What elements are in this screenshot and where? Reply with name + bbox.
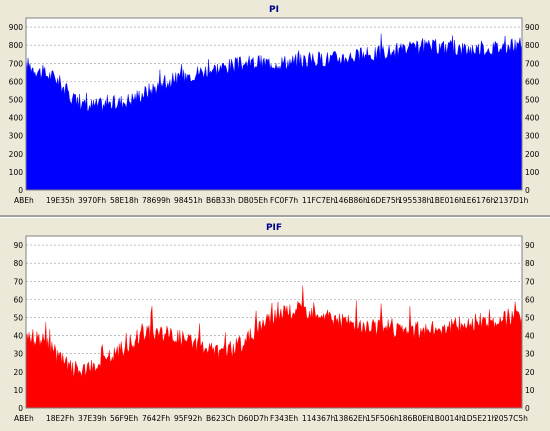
y-tick-label-right: 400 <box>525 114 540 123</box>
x-tick-label: 95F92h <box>174 414 202 423</box>
y-tick-label: 500 <box>9 95 24 104</box>
chart-title: PIF <box>266 223 282 233</box>
y-tick-label-right: 80 <box>525 259 535 268</box>
y-tick-label: 900 <box>9 23 24 32</box>
data-area <box>25 285 523 409</box>
y-tick-label-right: 20 <box>525 368 535 377</box>
x-tick-label: 78699h <box>142 196 171 205</box>
x-tick-label: ABEh <box>14 414 34 423</box>
y-tick-label: 100 <box>9 168 24 177</box>
y-tick-label-right: 300 <box>525 132 540 141</box>
y-tick-label: 50 <box>13 313 23 322</box>
y-tick-label-right: 10 <box>525 386 535 395</box>
x-tick-label: FC0F7h <box>270 196 298 205</box>
x-tick-label: 1E6176h <box>462 196 496 205</box>
y-tick-label: 60 <box>13 295 23 304</box>
y-tick-label: 600 <box>9 77 24 86</box>
chart-pif: PIF 0 0 10 10 20 20 30 30 40 40 50 50 60 60 70 70 80 80 90 9… <box>13 223 535 423</box>
y-tick-label: 40 <box>13 332 23 341</box>
chart-title: PI <box>269 5 279 15</box>
chart-divider[interactable] <box>0 215 550 218</box>
y-tick-label: 20 <box>13 368 23 377</box>
y-tick-label-right: 0 <box>525 186 530 195</box>
x-tick-label: 56F9Eh <box>110 414 138 423</box>
x-tick-label: 195538h <box>398 196 432 205</box>
y-tick-label-right: 700 <box>525 59 540 68</box>
x-tick-label: 1BE016h <box>430 196 464 205</box>
x-tick-label: 186B0Eh <box>398 414 432 423</box>
x-tick-label: 2137D1h <box>494 196 529 205</box>
x-tick-label: 7642Fh <box>142 414 170 423</box>
x-tick-label: F343Eh <box>270 414 298 423</box>
y-tick-label: 30 <box>13 350 23 359</box>
y-tick-label: 700 <box>9 59 24 68</box>
plot-border <box>25 17 523 191</box>
x-tick-label: 114367h <box>302 414 336 423</box>
x-tick-label: 19E35h <box>46 196 75 205</box>
x-tick-label: 37E39h <box>78 414 107 423</box>
x-tick-label: 98451h <box>174 196 203 205</box>
x-tick-label: 58E18h <box>110 196 139 205</box>
chart-pi: PI 0 0 100 100 200 200 300 300 400 400 500 500 600 600… <box>9 5 540 205</box>
y-tick-label-right: 30 <box>525 350 535 359</box>
y-tick-label-right: 60 <box>525 295 535 304</box>
x-tick-label: 13862Eh <box>334 414 368 423</box>
x-tick-label: D60D7h <box>238 414 269 423</box>
y-tick-label-right: 600 <box>525 77 540 86</box>
x-tick-label: DB05Eh <box>238 196 268 205</box>
y-tick-label-right: 500 <box>525 95 540 104</box>
x-tick-label: 15F506h <box>366 414 399 423</box>
y-tick-label-right: 200 <box>525 150 540 159</box>
x-tick-label: ABEh <box>14 196 34 205</box>
x-tick-label: 1D5E21h <box>462 414 497 423</box>
plot-border <box>25 235 523 409</box>
y-tick-label: 0 <box>18 404 23 413</box>
y-tick-label: 80 <box>13 259 23 268</box>
y-tick-label: 70 <box>13 277 23 286</box>
x-tick-label: 2057C5h <box>494 414 528 423</box>
y-tick-label: 0 <box>18 186 23 195</box>
y-tick-label-right: 40 <box>525 332 535 341</box>
y-tick-label-right: 900 <box>525 23 540 32</box>
x-tick-label: 3970Fh <box>78 196 106 205</box>
y-tick-label: 800 <box>9 41 24 50</box>
x-tick-label: B623Ch <box>206 414 236 423</box>
y-tick-label-right: 70 <box>525 277 535 286</box>
y-tick-label-right: 0 <box>525 404 530 413</box>
y-tick-label-right: 800 <box>525 41 540 50</box>
y-tick-label-right: 50 <box>525 313 535 322</box>
y-tick-label: 300 <box>9 132 24 141</box>
y-tick-label-right: 100 <box>525 168 540 177</box>
x-tick-label: 18E2Fh <box>46 414 74 423</box>
y-tick-label: 200 <box>9 150 24 159</box>
x-tick-label: 11FC7Eh <box>302 196 336 205</box>
y-tick-label: 90 <box>13 241 23 250</box>
x-tick-label: 16DE75h <box>366 196 401 205</box>
y-tick-label-right: 90 <box>525 241 535 250</box>
y-tick-label: 400 <box>9 114 24 123</box>
x-tick-label: B6B33h <box>206 196 236 205</box>
data-area <box>25 33 523 191</box>
y-tick-label: 10 <box>13 386 23 395</box>
x-tick-label: 1B0014h <box>430 414 464 423</box>
x-tick-label: 146B86h <box>334 196 368 205</box>
